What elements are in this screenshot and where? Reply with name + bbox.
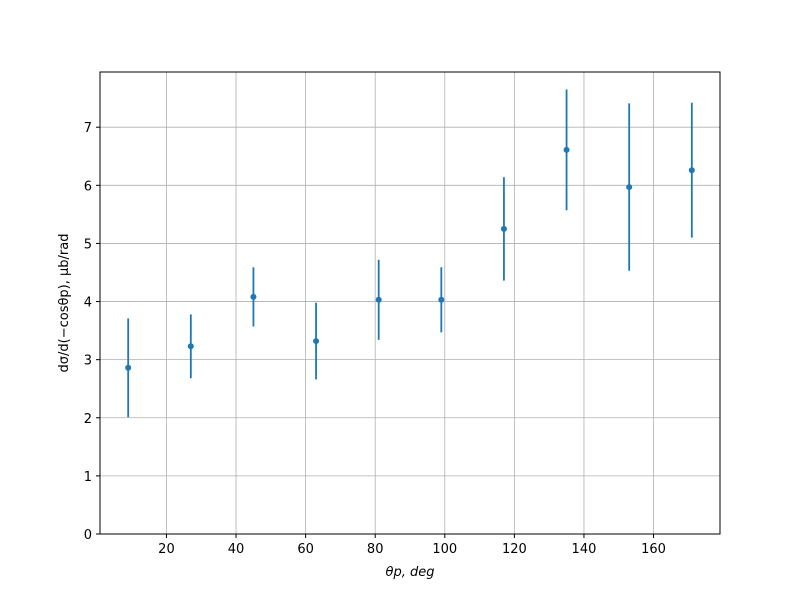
data-point [626, 184, 633, 191]
y-tick-label: 4 [84, 296, 92, 311]
data-point [187, 343, 194, 350]
y-tick-label: 7 [84, 121, 92, 136]
data-point [688, 167, 695, 174]
data-point [250, 293, 257, 300]
y-axis-label: dσ/d(−cosθp), μb/rad [57, 234, 72, 373]
data-point [438, 296, 445, 303]
data-point [375, 296, 382, 303]
x-tick-label: 160 [641, 542, 666, 557]
data-point [313, 338, 320, 345]
x-tick-label: 40 [228, 542, 245, 557]
x-axis-label: θp, deg [386, 565, 435, 580]
y-tick-label: 0 [84, 528, 92, 543]
y-tick-label: 6 [84, 179, 92, 194]
plot-frame [99, 71, 721, 535]
x-tick-label: 120 [502, 542, 527, 557]
x-tick-label: 80 [367, 542, 384, 557]
y-tick-label: 1 [84, 470, 92, 485]
data-point [500, 225, 507, 232]
data-point [125, 364, 132, 371]
data-point [563, 146, 570, 153]
y-tick-label: 3 [84, 354, 92, 369]
y-tick-label: 5 [84, 237, 92, 252]
x-tick-label: 20 [158, 542, 175, 557]
x-tick-label: 60 [297, 542, 314, 557]
x-tick-label: 100 [432, 542, 457, 557]
y-tick-label: 2 [84, 412, 92, 427]
x-tick-label: 140 [572, 542, 597, 557]
